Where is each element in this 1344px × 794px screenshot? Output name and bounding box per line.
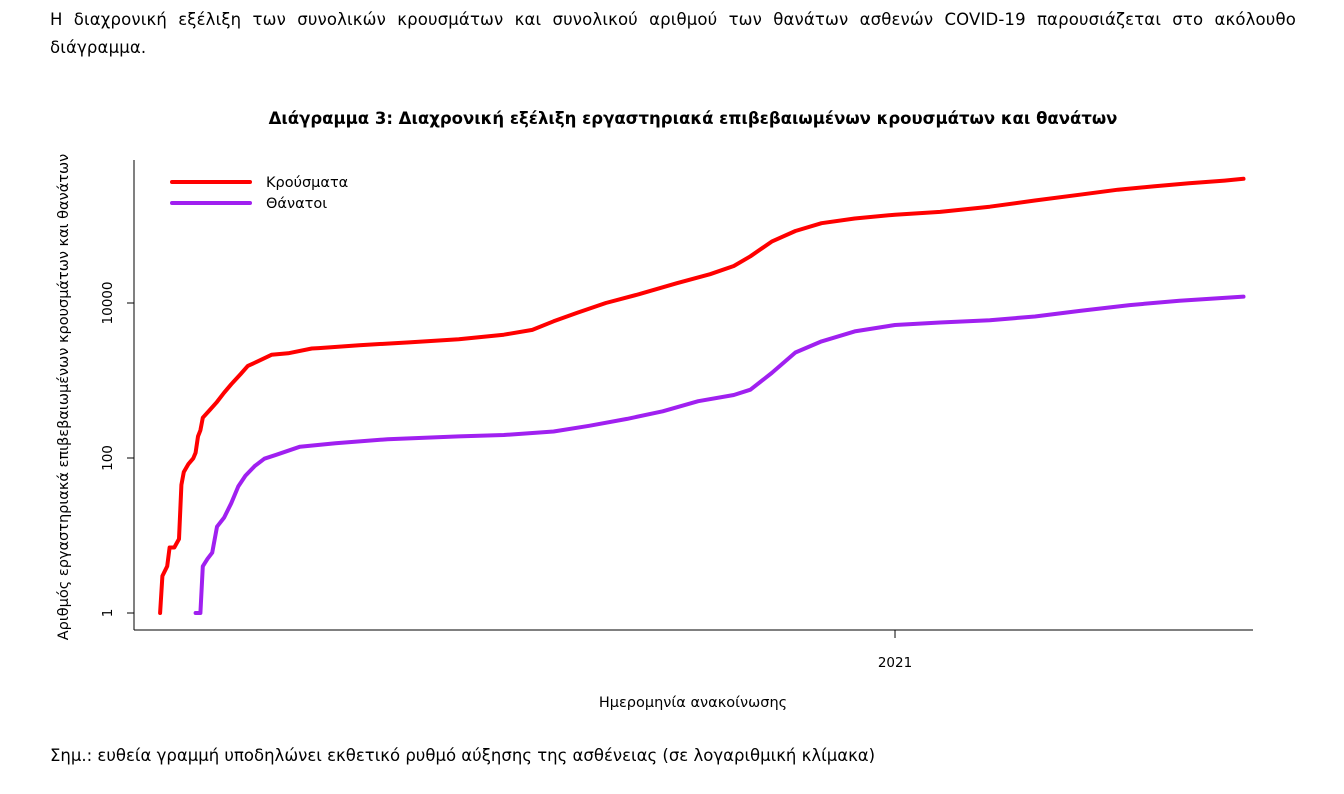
legend: Κρούσματα Θάνατοι bbox=[170, 175, 348, 212]
chart-title: Διάγραμμα 3: Διαχρονική εξέλιξη εργαστηρ… bbox=[269, 109, 1118, 128]
footnote: Σημ.: ευθεία γραμμή υποδηλώνει εκθετικό … bbox=[50, 746, 876, 765]
legend-label-cases: Κρούσματα bbox=[266, 175, 348, 191]
x-tick-label: 2021 bbox=[878, 655, 912, 671]
intro-paragraph: Η διαχρονική εξέλιξη των συνολικών κρουσ… bbox=[50, 10, 1296, 57]
y-tick-label: 100 bbox=[100, 445, 116, 471]
y-axis-label: Αριθμός εργαστηριακά επιβεβαιωμένων κρου… bbox=[56, 154, 72, 640]
legend-label-deaths: Θάνατοι bbox=[266, 196, 327, 212]
chart-title-text: Διάγραμμα 3: Διαχρονική εξέλιξη εργαστηρ… bbox=[269, 109, 1118, 128]
series-line-deaths bbox=[193, 294, 1246, 615]
series-lines bbox=[158, 176, 1246, 615]
y-tick-label: 10000 bbox=[100, 282, 116, 325]
x-axis-label: Ημερομηνία ανακοίνωσης bbox=[599, 695, 787, 711]
series-line-cases bbox=[158, 176, 1246, 615]
axes: 1 100 10000 2021 bbox=[100, 160, 1253, 671]
y-tick-label: 1 bbox=[100, 609, 116, 618]
